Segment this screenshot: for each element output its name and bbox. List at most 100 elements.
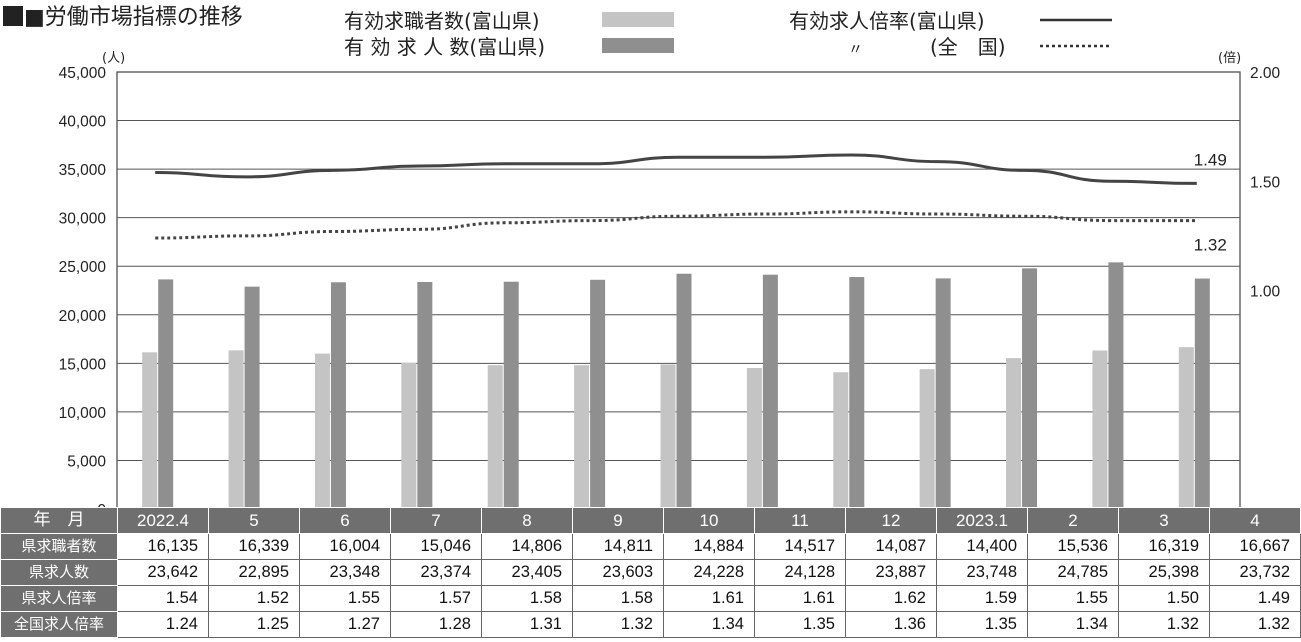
table-cell: 1.58 <box>481 585 573 612</box>
table-cell: 1.49 <box>1209 585 1301 612</box>
bar-job-seekers <box>487 365 503 509</box>
bar-job-openings <box>503 281 519 509</box>
legend-label-job-openings: 有 効 求 人 数(富山県) <box>344 35 545 59</box>
left-tick-label: 20,000 <box>59 308 107 325</box>
right-tick-label: 1.50 <box>1250 174 1281 191</box>
table-row: 県求人数 23,642 22,895 23,348 23,374 23,405 23,603… <box>0 559 1301 586</box>
table-cell: 16,339 <box>208 533 300 560</box>
table-cell: 1.58 <box>572 585 664 612</box>
bar-job-seekers <box>660 364 676 509</box>
table-cell: 1.35 <box>754 611 846 638</box>
chart-title: ■労働市場指標の推移 <box>24 5 243 30</box>
table-month-cell: 10 <box>663 507 755 534</box>
line-ratio-national <box>155 210 1197 240</box>
table-cell: 23,603 <box>572 559 664 586</box>
table-cell: 1.50 <box>1118 585 1210 612</box>
legend-swatch-job-seekers <box>602 12 674 27</box>
table-row: 全国求人倍率 1.24 1.25 1.27 1.28 1.31 1.32 1.34 1.35 1.… <box>0 611 1301 638</box>
table-cell: 14,517 <box>754 533 846 560</box>
bar-job-openings <box>158 279 174 509</box>
left-axis-unit: (人) <box>102 51 125 66</box>
bar-job-openings <box>417 282 433 509</box>
table-cell: 1.32 <box>1209 611 1301 638</box>
bar-job-seekers <box>401 362 417 509</box>
table-month-cell: 2 <box>1027 507 1119 534</box>
left-tick-label: 25,000 <box>59 259 107 276</box>
bar-job-seekers <box>1178 347 1194 509</box>
bar-job-openings <box>330 282 346 509</box>
table-cell: 1.61 <box>754 585 846 612</box>
table-cell: 23,642 <box>117 559 209 586</box>
table-cell: 14,400 <box>936 533 1028 560</box>
bar-job-seekers <box>228 350 244 509</box>
right-tick-label: 1.00 <box>1250 284 1281 301</box>
bar-job-seekers <box>1092 350 1108 509</box>
table-month-cell: 3 <box>1118 507 1210 534</box>
bar-job-seekers <box>746 368 762 509</box>
bar-job-openings <box>1108 262 1124 509</box>
table-cell: 1.62 <box>845 585 937 612</box>
legend-swatch-job-openings <box>602 38 674 53</box>
table-month-cell: 8 <box>481 507 573 534</box>
legend-label-job-seekers: 有効求職者数(富山県) <box>344 9 540 33</box>
table-cell: 1.61 <box>663 585 755 612</box>
table-row-label: 県求人数 <box>0 559 118 586</box>
table-cell: 1.27 <box>299 611 391 638</box>
table-cell: 1.57 <box>390 585 482 612</box>
table-cell: 16,319 <box>1118 533 1210 560</box>
table-cell: 15,046 <box>390 533 482 560</box>
table-cell: 16,667 <box>1209 533 1301 560</box>
table-row-label: 県求人倍率 <box>0 585 118 612</box>
table-month-cell: 6 <box>299 507 391 534</box>
table-cell: 1.35 <box>936 611 1028 638</box>
table-cell: 1.34 <box>663 611 755 638</box>
axis-ticks: 45,000 40,000 35,000 30,000 25,000 20,000 15,0… <box>59 65 1281 519</box>
right-tick-label: 2.00 <box>1250 65 1281 82</box>
table-cell: 14,811 <box>572 533 664 560</box>
left-tick-label: 10,000 <box>59 405 107 422</box>
table-month-cell: 5 <box>208 507 300 534</box>
bar-job-seekers <box>1006 358 1022 509</box>
table-cell: 1.55 <box>1027 585 1119 612</box>
table-month-cell: 4 <box>1209 507 1301 534</box>
bar-job-openings <box>1022 268 1038 509</box>
bar-job-openings <box>1194 278 1210 509</box>
table-cell: 14,884 <box>663 533 755 560</box>
table-month-cell: 11 <box>754 507 846 534</box>
legend-ditto-mark: 〃 <box>848 40 863 58</box>
left-tick-label: 30,000 <box>59 211 107 228</box>
left-tick-label: 35,000 <box>59 162 107 179</box>
table-cell: 1.32 <box>1118 611 1210 638</box>
table-cell: 1.36 <box>845 611 937 638</box>
bar-job-openings <box>762 274 778 509</box>
table-cell: 24,228 <box>663 559 755 586</box>
right-axis-unit: (倍) <box>1218 51 1241 66</box>
legend-label-ratio-national: (全 国) <box>930 35 1006 59</box>
table-month-cell: 2022.4 <box>117 507 209 534</box>
table-cell: 1.31 <box>481 611 573 638</box>
left-tick-label: 5,000 <box>67 453 106 470</box>
table-cell: 1.52 <box>208 585 300 612</box>
bar-job-seekers <box>574 365 590 509</box>
table-cell: 1.24 <box>117 611 209 638</box>
bar-job-openings <box>676 273 692 509</box>
table-cell: 23,732 <box>1209 559 1301 586</box>
table-cell: 16,004 <box>299 533 391 560</box>
line-ratio-toyama <box>155 153 1197 185</box>
table-cell: 1.32 <box>572 611 664 638</box>
legend-label-ratio-toyama: 有効求人倍率(富山県) <box>789 9 985 33</box>
table-cell: 14,087 <box>845 533 937 560</box>
bar-job-openings <box>935 278 951 509</box>
data-table: 年 月 2022.4 5 6 7 8 9 10 11 12 2023.1 2 3 4 県求職者数 16,135… <box>0 507 1301 638</box>
table-cell: 23,374 <box>390 559 482 586</box>
table-cell: 1.59 <box>936 585 1028 612</box>
table-row: 県求職者数 16,135 16,339 16,004 15,046 14,806 14,81… <box>0 533 1301 560</box>
bars-layer <box>142 262 1210 509</box>
bar-job-openings <box>244 286 260 509</box>
table-cell: 23,405 <box>481 559 573 586</box>
bar-job-openings <box>590 279 606 509</box>
bar-job-seekers <box>919 369 935 509</box>
table-cell: 23,887 <box>845 559 937 586</box>
table-month-cell: 12 <box>845 507 937 534</box>
